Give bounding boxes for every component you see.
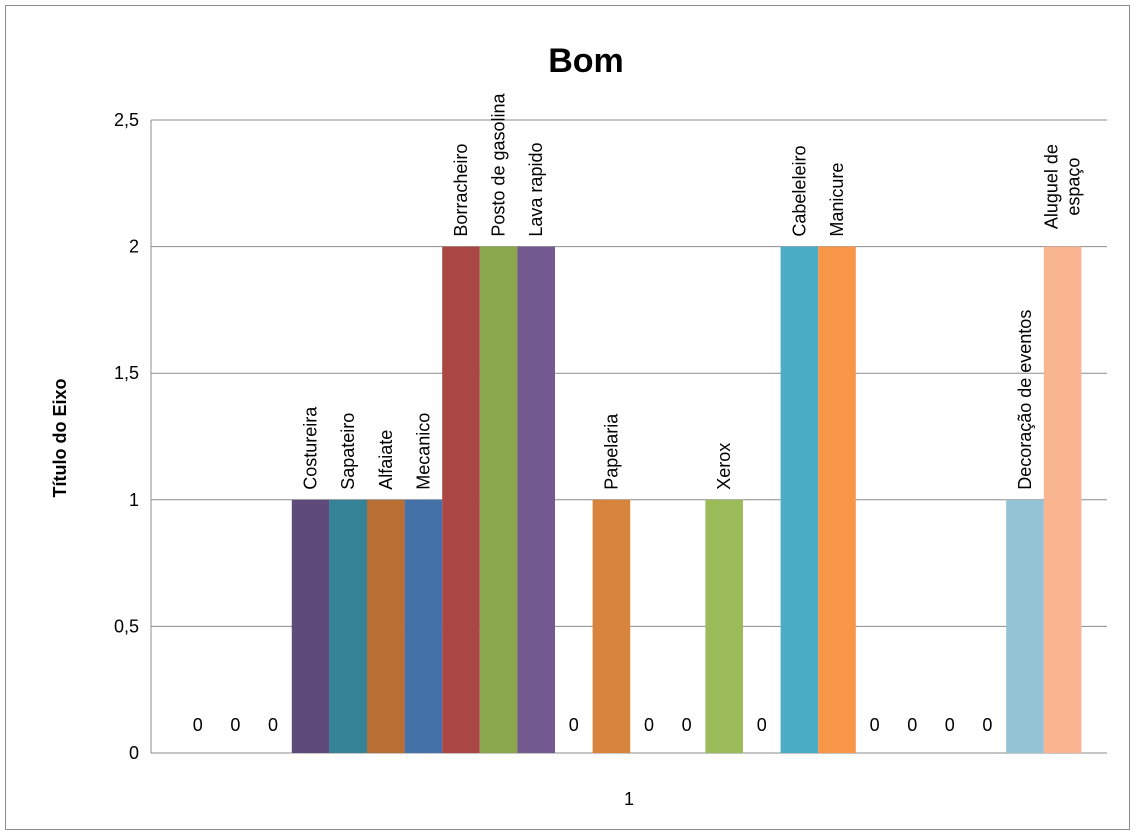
data-label: 0: [644, 715, 654, 735]
bar: [291, 499, 330, 753]
data-label: Alfaiate: [376, 430, 396, 490]
y-tick-label: 2: [129, 237, 139, 257]
bar: [479, 246, 518, 753]
bar: [705, 499, 743, 753]
y-tick-label: 1,5: [114, 363, 139, 383]
bar: [442, 246, 480, 753]
data-label: 0: [268, 715, 278, 735]
x-axis-category-label: 1: [624, 789, 634, 809]
data-label: 0: [193, 715, 203, 735]
bar: [404, 499, 443, 753]
data-labels: 0 0 0 Costureira Sapateiro Alfaiate Mecanico Bo…: [193, 93, 1084, 735]
data-label: 0: [870, 715, 880, 735]
data-label: 0: [230, 715, 240, 735]
y-tick-label: 2,5: [114, 110, 139, 130]
data-label: 0: [569, 715, 579, 735]
y-axis-title: Título do Eixo: [50, 379, 70, 498]
bar: [367, 499, 405, 753]
y-axis-ticks: 0 0,5 1 1,5 2 2,5: [114, 110, 139, 763]
data-label: 0: [982, 715, 992, 735]
data-label: Cabeleleiro: [789, 146, 809, 237]
data-label: 0: [682, 715, 692, 735]
data-label: Manicure: [827, 163, 847, 237]
data-label: Borracheiro: [451, 144, 471, 237]
data-label: Decoração de eventos: [1015, 310, 1035, 490]
bar: [1043, 246, 1082, 753]
bar: [818, 246, 856, 753]
y-tick-label: 0: [129, 743, 139, 763]
chart-title: Bom: [548, 42, 624, 80]
data-label: 0: [945, 715, 955, 735]
data-label: Aluguel de espaço: [1042, 144, 1084, 229]
chart-frame: [5, 5, 1130, 830]
bars: [291, 246, 1082, 753]
data-label: 0: [907, 715, 917, 735]
bar: [1006, 499, 1044, 753]
y-tick-label: 0,5: [114, 616, 139, 636]
y-tick-label: 1: [129, 490, 139, 510]
data-label: Xerox: [714, 443, 734, 490]
bar: [517, 246, 555, 753]
data-label: Papelaria: [601, 413, 621, 490]
bar: [592, 499, 631, 753]
bar: [780, 246, 819, 753]
data-label: Sapateiro: [338, 413, 358, 490]
data-label: Mecanico: [413, 413, 433, 490]
data-label: Lava rapido: [526, 143, 546, 237]
data-label: Costureira: [301, 406, 321, 490]
bar: [329, 499, 367, 753]
data-label: Posto de gasolina: [489, 93, 509, 237]
data-label: 0: [757, 715, 767, 735]
